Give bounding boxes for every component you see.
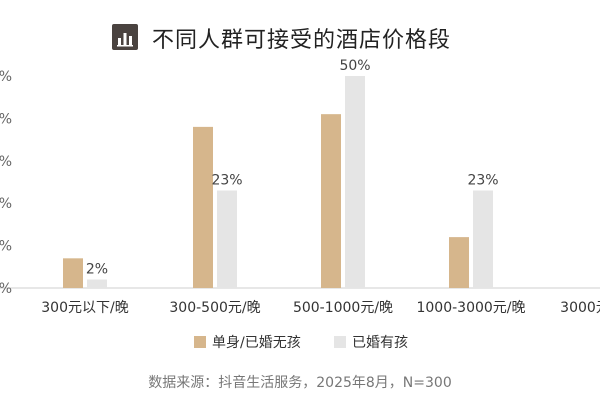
bar-chart-icon [112, 24, 138, 50]
legend-label-series2: 已婚有孩 [352, 335, 408, 351]
legend-item-series1: 单身/已婚无孩 [194, 332, 301, 352]
legend-swatch-series2 [334, 336, 346, 348]
bar-chart: %%%%%% 2% 300元以下/晚 23% 300-500元/晚 50% 500-1000… [0, 58, 600, 316]
bar-series1 [63, 258, 83, 288]
chart-title-row: 不同人群可接受的酒店价格段 [0, 14, 600, 54]
bar-series1 [193, 126, 213, 288]
data-source-note: 数据来源：抖音生活服务，2025年8月，N=300 [148, 375, 452, 391]
bar-series1 [321, 114, 341, 288]
legend-swatch-series1 [194, 336, 206, 348]
legend-item-series2: 已婚有孩 [334, 332, 408, 352]
data-label-series2: 50% [339, 58, 370, 74]
data-label-series2: 2% [86, 262, 108, 278]
bar-series2 [217, 190, 237, 288]
y-tick-label: % [0, 111, 12, 127]
data-label-series2: 23% [211, 172, 242, 188]
legend-label-series1: 单身/已婚无孩 [212, 335, 301, 351]
data-label-series2: 23% [467, 172, 498, 188]
x-tick-label: 300元以下/晚 [41, 300, 128, 316]
bar-series1 [449, 237, 469, 288]
x-tick-label: 1000-3000元/晚 [416, 300, 525, 316]
bar-series2 [87, 279, 107, 288]
y-tick-label: % [0, 154, 12, 170]
x-tick-label: 3000元以上 [560, 300, 600, 316]
y-tick-label: % [0, 196, 12, 212]
bar-series2 [345, 76, 365, 288]
bar-series2 [473, 190, 493, 288]
chart-legend: 单身/已婚无孩 已婚有孩 [0, 332, 600, 354]
chart-title: 不同人群可接受的酒店价格段 [152, 28, 452, 53]
y-tick-label: % [0, 239, 12, 255]
x-tick-label: 500-1000元/晚 [293, 300, 393, 316]
x-tick-label: 300-500元/晚 [169, 300, 260, 316]
y-tick-label: % [0, 69, 12, 85]
y-tick-label: % [0, 281, 12, 297]
